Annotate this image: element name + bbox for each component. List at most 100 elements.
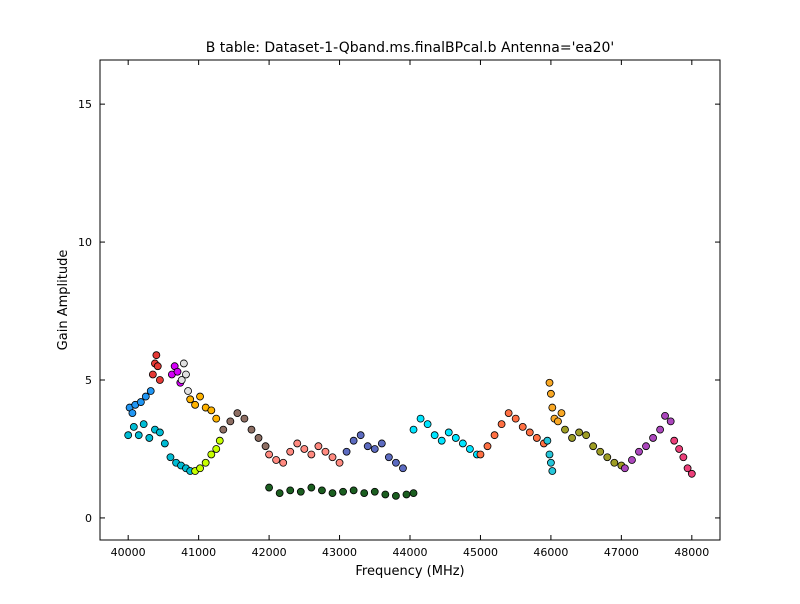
data-point xyxy=(307,483,316,492)
data-point xyxy=(196,464,204,473)
data-point xyxy=(582,431,591,440)
y-tick-label: 15 xyxy=(78,98,92,111)
data-point xyxy=(656,425,665,434)
data-point xyxy=(240,414,249,423)
y-axis-label: Gain Amplitude xyxy=(56,250,71,351)
data-point xyxy=(360,489,369,498)
x-tick-label: 40000 xyxy=(111,546,146,559)
data-point xyxy=(148,370,157,379)
series-16 xyxy=(620,411,675,473)
data-point xyxy=(547,389,555,398)
x-tick-label: 44000 xyxy=(393,546,428,559)
data-point xyxy=(261,442,270,451)
data-point xyxy=(212,414,221,423)
series-12 xyxy=(476,409,548,459)
data-point xyxy=(554,417,562,426)
series-5 xyxy=(186,392,221,423)
data-point xyxy=(666,417,675,426)
data-point xyxy=(328,489,337,498)
series-1 xyxy=(125,387,155,418)
data-point xyxy=(207,406,216,415)
data-point xyxy=(139,420,148,429)
data-point xyxy=(124,431,133,440)
data-point xyxy=(314,442,323,451)
data-point xyxy=(377,439,386,448)
series-0 xyxy=(124,420,195,475)
data-point xyxy=(328,453,337,462)
series-2 xyxy=(148,351,164,384)
data-point xyxy=(207,450,216,459)
x-tick-label: 46000 xyxy=(533,546,568,559)
data-point xyxy=(191,400,200,409)
data-point xyxy=(423,420,432,429)
data-point xyxy=(628,456,636,464)
data-point xyxy=(186,395,195,404)
data-point xyxy=(561,425,569,434)
data-point xyxy=(145,434,154,442)
data-point xyxy=(152,351,161,360)
data-point xyxy=(409,489,418,498)
data-point xyxy=(307,450,316,459)
data-point xyxy=(683,464,692,473)
x-tick-label: 47000 xyxy=(604,546,639,559)
data-point xyxy=(318,486,326,495)
data-point xyxy=(300,445,309,453)
data-point xyxy=(212,445,221,453)
data-point xyxy=(589,442,598,451)
data-point xyxy=(402,490,411,499)
data-point xyxy=(296,487,305,496)
data-point xyxy=(182,370,190,379)
data-point xyxy=(687,469,696,478)
data-point xyxy=(679,453,688,462)
data-point xyxy=(483,442,492,451)
data-point xyxy=(661,411,669,420)
data-point xyxy=(465,445,474,453)
data-point xyxy=(335,458,344,467)
data-point xyxy=(136,398,145,406)
y-tick-label: 10 xyxy=(78,236,92,249)
data-point xyxy=(134,431,143,440)
x-tick-label: 48000 xyxy=(674,546,709,559)
data-point xyxy=(155,428,164,437)
data-point xyxy=(339,487,347,496)
data-point xyxy=(166,453,175,462)
data-point xyxy=(196,392,204,401)
data-point xyxy=(430,431,439,440)
data-point xyxy=(416,414,425,423)
data-point xyxy=(392,458,400,467)
data-point xyxy=(568,434,576,442)
data-point xyxy=(437,436,446,445)
data-point xyxy=(547,458,555,467)
data-point xyxy=(458,439,467,448)
series-15 xyxy=(561,425,626,470)
data-point xyxy=(370,445,379,453)
x-tick-label: 42000 xyxy=(252,546,287,559)
data-point xyxy=(596,447,605,456)
data-point xyxy=(219,425,228,434)
data-point xyxy=(177,376,186,384)
data-point xyxy=(141,392,150,401)
data-point xyxy=(525,428,534,437)
data-point xyxy=(545,378,554,387)
series-13 xyxy=(545,378,566,426)
data-point xyxy=(279,458,288,467)
data-point xyxy=(265,450,273,459)
data-point xyxy=(201,458,210,467)
data-point xyxy=(670,436,679,445)
data-point xyxy=(497,420,506,429)
data-point xyxy=(409,425,418,434)
x-tick-label: 41000 xyxy=(181,546,216,559)
x-tick-label: 43000 xyxy=(322,546,357,559)
data-point xyxy=(275,489,284,498)
data-point xyxy=(620,464,629,473)
data-point xyxy=(272,456,281,464)
data-point xyxy=(215,436,224,445)
series-9 xyxy=(342,431,407,473)
data-point xyxy=(153,362,162,371)
data-point xyxy=(356,431,365,440)
y-tick-label: 5 xyxy=(85,374,92,387)
data-point xyxy=(603,453,612,462)
series-6 xyxy=(191,436,224,475)
data-point xyxy=(286,447,295,456)
